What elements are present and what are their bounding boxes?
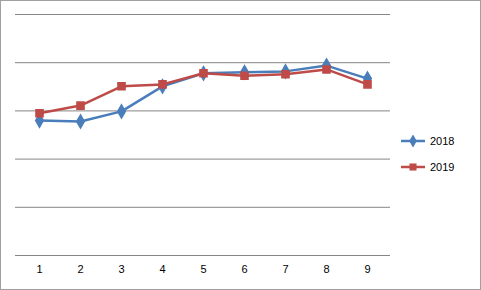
svg-text:4: 4 bbox=[159, 263, 165, 275]
html-text:2019: 2019 bbox=[430, 161, 455, 173]
svg-text:2: 2 bbox=[77, 263, 83, 275]
svg-text:8: 8 bbox=[323, 263, 329, 275]
html-text:2018: 2018 bbox=[430, 135, 455, 147]
svg-text:7: 7 bbox=[282, 263, 288, 275]
svg-text:5: 5 bbox=[200, 263, 206, 275]
svg-text:9: 9 bbox=[364, 263, 370, 275]
svg-text:3: 3 bbox=[118, 263, 124, 275]
svg-text:1: 1 bbox=[36, 263, 42, 275]
svg-text:6: 6 bbox=[241, 263, 247, 275]
